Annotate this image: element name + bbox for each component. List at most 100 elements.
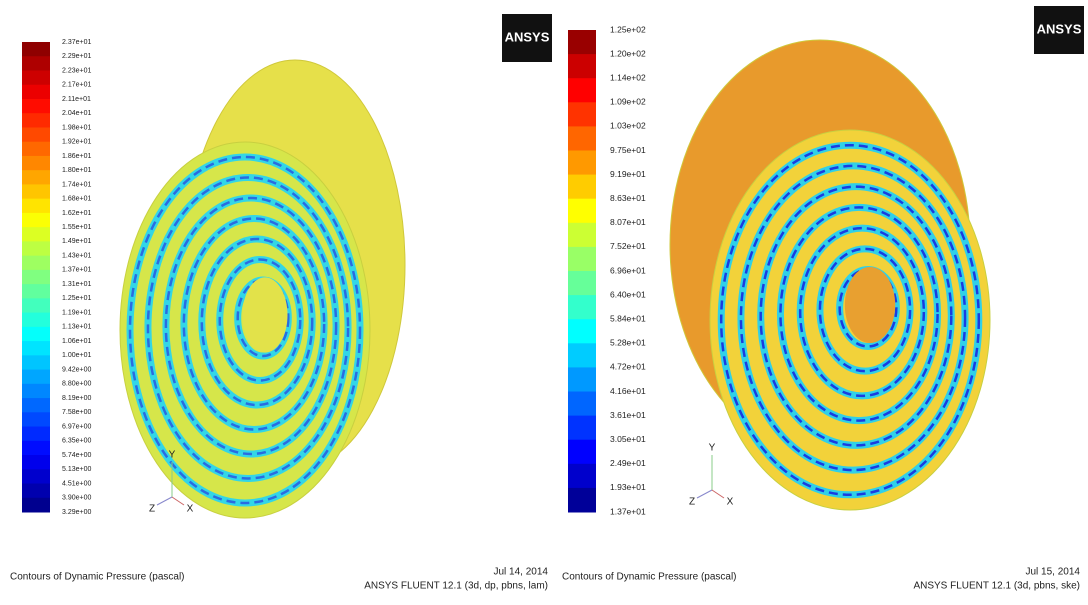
- colorbar-band: [22, 313, 50, 328]
- legend-label: 1.13e+01: [62, 324, 91, 331]
- legend-label: 6.96e+01: [610, 265, 646, 275]
- solver: ANSYS FLUENT 12.1 (3d, pbns, ske): [913, 581, 1080, 592]
- colorbar-band: [22, 398, 50, 413]
- colorbar-band: [568, 151, 596, 176]
- legend-label: 1.62e+01: [62, 210, 91, 217]
- legend-label: 2.04e+01: [62, 110, 91, 117]
- colorbar-band: [22, 484, 50, 499]
- legend-label: 1.20e+02: [610, 48, 646, 58]
- legend-label: 4.72e+01: [610, 362, 646, 372]
- axis-label: X: [187, 504, 194, 515]
- colorbar-band: [22, 355, 50, 370]
- spiral-center: [845, 267, 895, 343]
- colorbar-band: [22, 284, 50, 299]
- colorbar-band: [22, 341, 50, 356]
- legend-label: 1.37e+01: [610, 506, 646, 516]
- axis-label: X: [727, 497, 734, 508]
- colorbar-band: [22, 241, 50, 256]
- colorbar-band: [22, 56, 50, 71]
- legend-label: 7.58e+00: [62, 409, 91, 416]
- colorbar-band: [22, 142, 50, 157]
- colorbar-band: [568, 464, 596, 489]
- colorbar-band: [568, 54, 596, 79]
- legend-label: 6.97e+00: [62, 423, 91, 430]
- colorbar-band: [22, 70, 50, 85]
- colorbar-band: [22, 370, 50, 385]
- colorbar-band: [22, 213, 50, 228]
- colorbar-band: [568, 343, 596, 368]
- legend-label: 4.16e+01: [610, 386, 646, 396]
- colorbar-band: [22, 156, 50, 171]
- legend-label: 1.74e+01: [62, 181, 91, 188]
- axis-label: Y: [169, 450, 176, 461]
- colorbar-band: [568, 247, 596, 272]
- colorbar-band: [22, 441, 50, 456]
- legend-label: 1.31e+01: [62, 281, 91, 288]
- legend-label: 1.06e+01: [62, 338, 91, 345]
- legend-label: 1.80e+01: [62, 167, 91, 174]
- axis-z: [157, 497, 172, 505]
- colorbar-band: [22, 298, 50, 313]
- colorbar-band: [22, 412, 50, 427]
- colorbar-band: [22, 170, 50, 185]
- legend-label: 8.80e+00: [62, 381, 91, 388]
- colorbar-band: [568, 271, 596, 296]
- colorbar-band: [568, 199, 596, 224]
- legend-label: 1.86e+01: [62, 153, 91, 160]
- colorbar-band: [568, 392, 596, 417]
- colorbar-band: [22, 469, 50, 484]
- legend-label: 9.19e+01: [610, 169, 646, 179]
- legend-label: 3.61e+01: [610, 410, 646, 420]
- legend-label: 2.17e+01: [62, 82, 91, 89]
- colorbar-band: [22, 256, 50, 271]
- axis-label: Z: [689, 497, 695, 508]
- legend-label: 1.19e+01: [62, 309, 91, 316]
- legend-label: 1.03e+02: [610, 121, 646, 131]
- colorbar-band: [568, 126, 596, 151]
- logo: ANSYS: [1037, 21, 1082, 36]
- legend-label: 5.13e+00: [62, 466, 91, 473]
- legend-label: 8.07e+01: [610, 217, 646, 227]
- colorbar-band: [22, 199, 50, 214]
- colorbar-band: [22, 42, 50, 57]
- axis-label: Z: [149, 504, 155, 515]
- legend-label: 2.11e+01: [62, 96, 91, 103]
- legend-label: 9.75e+01: [610, 145, 646, 155]
- legend-label: 1.43e+01: [62, 252, 91, 259]
- legend-label: 8.63e+01: [610, 193, 646, 203]
- colorbar-band: [22, 184, 50, 199]
- figure: 2.37e+012.29e+012.23e+012.17e+012.11e+01…: [0, 0, 1088, 605]
- caption: Contours of Dynamic Pressure (pascal): [562, 572, 737, 583]
- date: Jul 14, 2014: [494, 567, 549, 578]
- colorbar-band: [568, 416, 596, 441]
- colorbar-band: [568, 440, 596, 465]
- colorbar-band: [22, 427, 50, 442]
- legend-label: 8.19e+00: [62, 395, 91, 402]
- legend-label: 4.51e+00: [62, 480, 91, 487]
- colorbar-band: [22, 327, 50, 342]
- legend-label: 6.40e+01: [610, 289, 646, 299]
- legend-label: 3.29e+00: [62, 509, 91, 516]
- legend-label: 2.23e+01: [62, 67, 91, 74]
- colorbar-band: [22, 498, 50, 513]
- spiral-center: [243, 277, 288, 352]
- legend-label: 1.09e+02: [610, 97, 646, 107]
- logo: ANSYS: [505, 29, 550, 44]
- legend-label: 1.25e+01: [62, 295, 91, 302]
- colorbar-band: [22, 85, 50, 100]
- colorbar-band: [22, 384, 50, 399]
- colorbar-band: [568, 488, 596, 513]
- colorbar-band: [22, 270, 50, 285]
- legend-label: 1.93e+01: [610, 482, 646, 492]
- colorbar-band: [568, 175, 596, 200]
- date: Jul 15, 2014: [1026, 567, 1081, 578]
- legend-label: 1.68e+01: [62, 196, 91, 203]
- legend-label: 1.98e+01: [62, 124, 91, 131]
- legend-label: 1.55e+01: [62, 224, 91, 231]
- colorbar-band: [568, 223, 596, 248]
- colorbar-band: [568, 30, 596, 55]
- legend-label: 5.74e+00: [62, 452, 91, 459]
- legend-label: 2.37e+01: [62, 39, 91, 46]
- colorbar-band: [22, 127, 50, 142]
- legend-label: 7.52e+01: [610, 241, 646, 251]
